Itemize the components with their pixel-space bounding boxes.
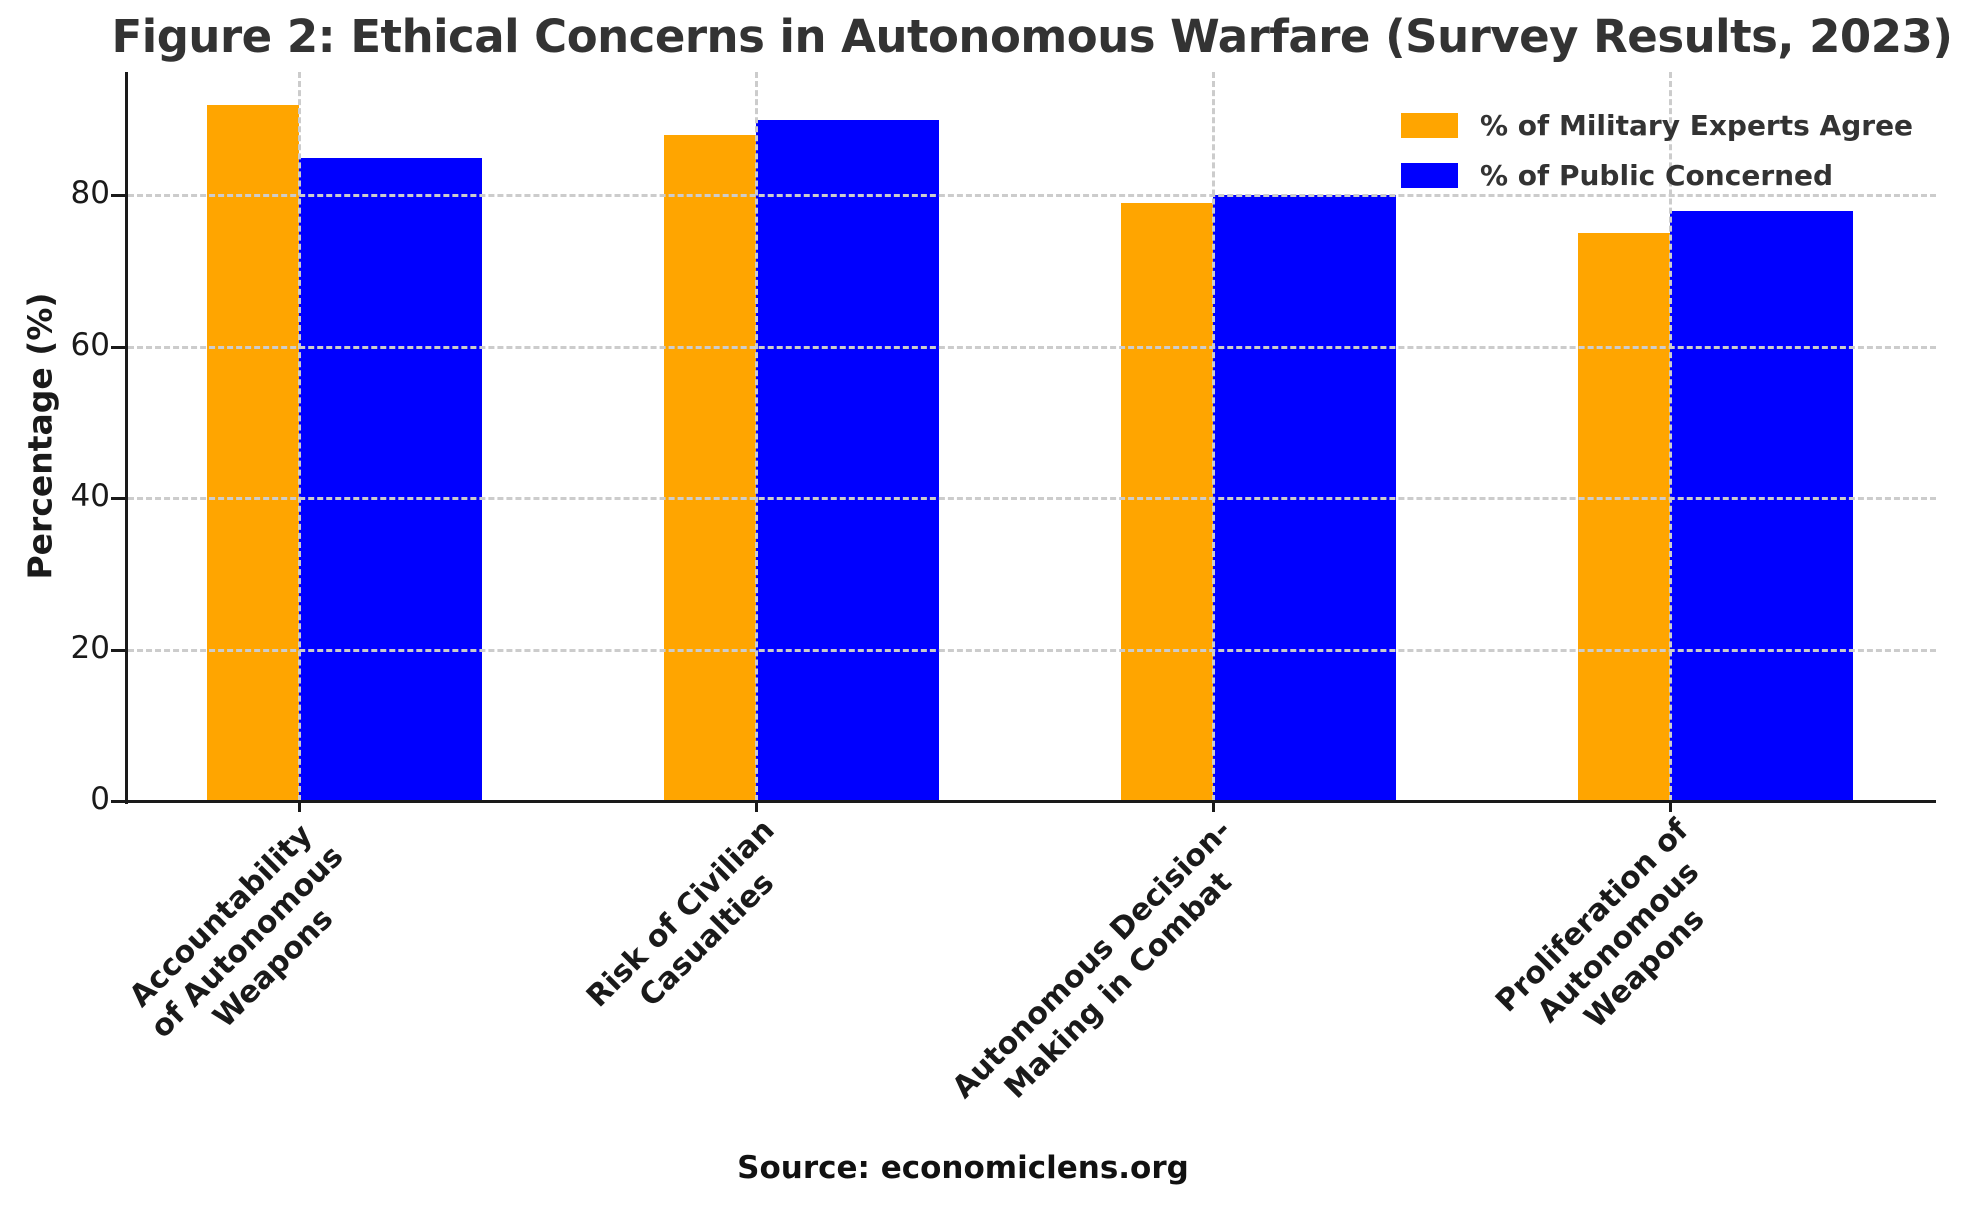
chart-title: Figure 2: Ethical Concerns in Autonomous… bbox=[111, 10, 1953, 63]
v-gridline-cat3 bbox=[1669, 72, 1672, 801]
bar-series1-cat3 bbox=[1670, 210, 1853, 801]
y-tick-mark-40 bbox=[111, 497, 125, 501]
x-tick-mark-cat1 bbox=[755, 803, 758, 812]
legend-item-1: % of Public Concerned bbox=[1401, 150, 1913, 200]
legend-swatch-series0 bbox=[1401, 112, 1458, 138]
source-caption: Source: economiclens.org bbox=[737, 1150, 1189, 1186]
y-tick-label-40: 40 bbox=[70, 478, 110, 515]
y-tick-mark-60 bbox=[111, 345, 125, 349]
y-axis-spine bbox=[125, 72, 128, 804]
legend-label-series0: % of Military Experts Agree bbox=[1480, 108, 1914, 142]
x-tick-mark-cat0 bbox=[298, 803, 301, 812]
legend: % of Military Experts Agree % of Public C… bbox=[1401, 100, 1913, 200]
legend-swatch-series1 bbox=[1401, 162, 1458, 188]
x-axis-spine bbox=[125, 800, 1936, 803]
bar-series1-cat1 bbox=[756, 119, 939, 801]
y-tick-label-0: 0 bbox=[90, 781, 110, 817]
y-tick-label-60: 60 bbox=[70, 326, 110, 363]
v-gridline-cat0 bbox=[298, 72, 301, 801]
v-gridline-cat2 bbox=[1212, 72, 1215, 801]
x-tick-mark-cat2 bbox=[1212, 803, 1215, 812]
bar-series1-cat0 bbox=[299, 157, 482, 801]
bar-series0-cat1 bbox=[664, 134, 756, 801]
y-tick-mark-80 bbox=[111, 194, 125, 198]
v-gridline-cat1 bbox=[755, 72, 758, 801]
y-tick-mark-20 bbox=[111, 648, 125, 652]
x-category-label-2: Autonomous Decision- Making in Combat bbox=[945, 812, 1239, 1106]
x-category-label-1: Risk of Civilian Casualties bbox=[579, 812, 782, 1015]
x-category-label-0: Accountability of Autonomous Weapons bbox=[123, 817, 351, 1046]
bar-series0-cat0 bbox=[207, 104, 299, 801]
x-tick-mark-cat3 bbox=[1669, 803, 1672, 812]
y-tick-label-20: 20 bbox=[70, 629, 110, 666]
h-gridline-40 bbox=[128, 497, 1936, 501]
h-gridline-20 bbox=[128, 648, 1936, 652]
x-category-label-3: Proliferation of Autonomous Weapons bbox=[1488, 812, 1712, 1036]
bar-series0-cat2 bbox=[1121, 202, 1213, 801]
y-tick-label-80: 80 bbox=[70, 175, 110, 212]
bar-series0-cat3 bbox=[1578, 233, 1670, 801]
y-tick-mark-0 bbox=[111, 800, 125, 803]
legend-item-0: % of Military Experts Agree bbox=[1401, 100, 1913, 150]
h-gridline-60 bbox=[128, 345, 1936, 349]
h-gridline-80 bbox=[128, 194, 1936, 198]
legend-label-series1: % of Public Concerned bbox=[1480, 158, 1834, 192]
